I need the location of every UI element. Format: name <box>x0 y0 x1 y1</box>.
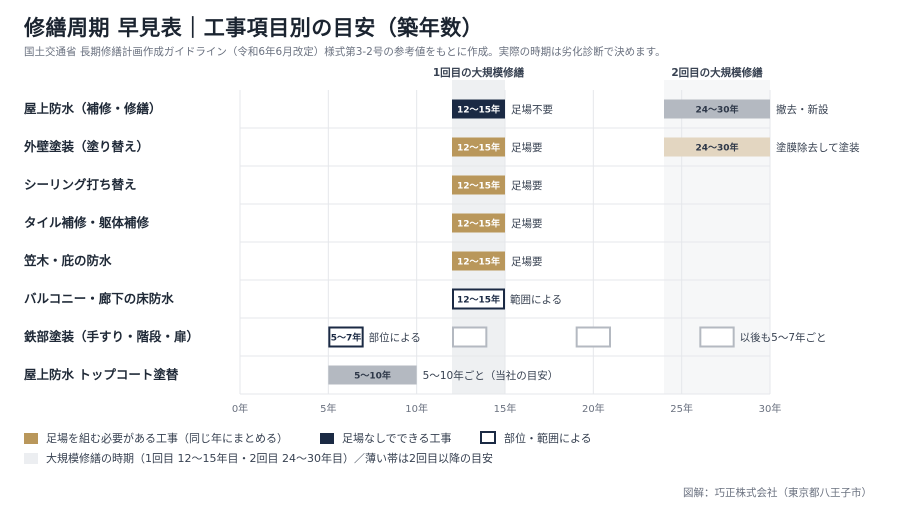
bar-beige <box>664 137 770 157</box>
band-label-1: 1回目の大規模修繕 <box>433 66 525 79</box>
bar-outline_light <box>699 326 735 348</box>
row-label: 屋上防水 トップコート塗替 <box>24 367 179 382</box>
bar-note: 塗膜除去して塗装 <box>776 141 860 154</box>
bar-note: 足場不要 <box>511 103 553 116</box>
bar-note: 5〜10年ごと（当社の目安） <box>423 369 559 382</box>
legend-item-gold: 足場を組む必要がある工事（同じ年にまとめる） <box>24 430 288 446</box>
bar-gold <box>452 137 505 157</box>
row-label: タイル補修・躯体補修 <box>24 215 150 230</box>
legend-label-outline: 部位・範囲による <box>504 432 592 445</box>
bar-label: 5〜10年 <box>354 370 391 382</box>
bar-navy <box>452 99 505 119</box>
bar-label: 12〜15年 <box>457 256 500 268</box>
x-tick-label: 30年 <box>759 402 782 415</box>
bar-note: 範囲による <box>510 293 562 306</box>
bar-note: 足場要 <box>511 179 543 192</box>
bar-note: 足場要 <box>511 141 543 154</box>
bar-label: 12〜15年 <box>457 104 500 116</box>
x-tick-label: 10年 <box>405 402 428 415</box>
legend-label-gold: 足場を組む必要がある工事（同じ年にまとめる） <box>46 432 288 445</box>
legend-label-band: 大規模修繕の時期（1回目 12〜15年目・2回目 24〜30年目）／薄い帯は2回… <box>46 452 493 465</box>
bar-label: 24〜30年 <box>695 142 738 154</box>
bar-outline_light <box>575 326 612 348</box>
x-tick-label: 25年 <box>670 402 693 415</box>
x-tick-label: 15年 <box>494 402 517 415</box>
legend-swatch-outline <box>480 431 496 444</box>
bar-label: 12〜15年 <box>457 142 500 154</box>
bar-note: 部位による <box>369 331 421 344</box>
row-label: 笠木・庇の防水 <box>23 253 112 268</box>
legend-swatch-gold <box>24 433 38 444</box>
legend-swatch-band <box>24 453 38 464</box>
credit: 図解：巧正株式会社（東京都八王子市） <box>683 487 872 499</box>
legend-label-navy: 足場なしでできる工事 <box>342 432 452 445</box>
bar-gold <box>452 251 505 271</box>
x-tick-label: 20年 <box>582 402 605 415</box>
bar-note: 撤去・新設 <box>776 103 829 116</box>
legend-swatch-navy <box>320 433 334 444</box>
bar-label: 12〜15年 <box>457 294 500 306</box>
legend-item-navy: 足場なしでできる工事 <box>320 430 451 446</box>
row-label: バルコニー・廊下の床防水 <box>24 291 174 306</box>
bar-gray <box>664 99 770 119</box>
bar-outline_light <box>452 326 488 348</box>
bar-label: 5〜7年 <box>331 332 362 344</box>
bar-label: 12〜15年 <box>457 218 500 230</box>
bar-note: 足場要 <box>511 217 543 230</box>
bar-outline <box>328 326 364 348</box>
bar-gray <box>328 365 417 385</box>
bar-gold <box>452 175 505 195</box>
band-label-2: 2回目の大規模修繕 <box>671 66 763 79</box>
bar-outline <box>452 288 505 310</box>
page-subtitle: 国土交通省 長期修繕計画作成ガイドライン（令和6年6月改定）様式第3-2号の参考… <box>24 46 666 58</box>
row-label: 屋上防水（補修・修繕） <box>24 101 162 116</box>
bar-label: 12〜15年 <box>457 180 500 192</box>
legend-item-outline: 部位・範囲による <box>480 430 592 446</box>
x-tick-label: 0年 <box>232 402 248 415</box>
bar-gold <box>452 213 505 233</box>
row-label: 外壁塗装（塗り替え） <box>23 139 149 154</box>
bar-label: 24〜30年 <box>695 104 738 116</box>
row-label: シーリング打ち替え <box>24 177 137 192</box>
legend-item-band: 大規模修繕の時期（1回目 12〜15年目・2回目 24〜30年目）／薄い帯は2回… <box>24 450 493 466</box>
page-title: 修繕周期 早見表｜工事項目別の目安（築年数） <box>24 16 484 40</box>
x-tick-label: 5年 <box>320 402 336 415</box>
bar-note: 足場要 <box>511 255 543 268</box>
row-label: 鉄部塗装（手すり・階段・扉） <box>24 329 199 344</box>
bar-note: 以後も5〜7年ごと <box>740 331 827 344</box>
